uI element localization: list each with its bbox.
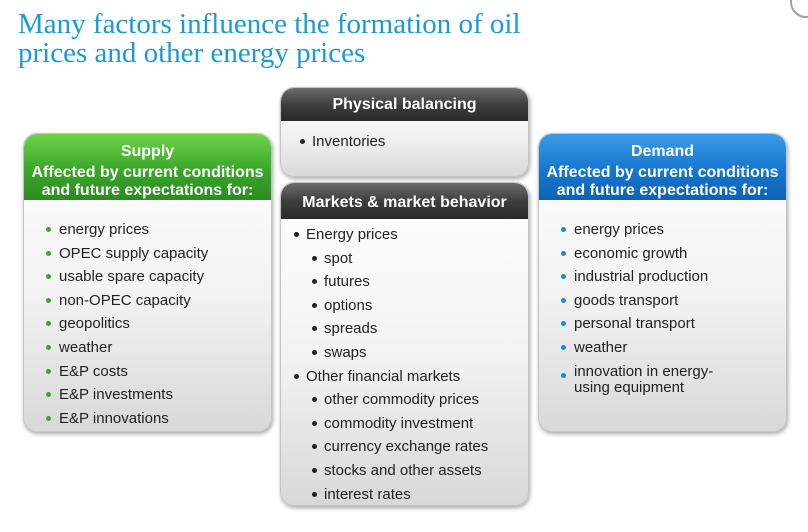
markets-group-other-financial: Other financial markets	[293, 365, 488, 389]
demand-item: energy prices	[560, 218, 713, 242]
supply-item: non-OPEC capacity	[45, 289, 208, 313]
supply-item: E&P innovations	[45, 407, 208, 431]
demand-item-innovation-line-2: using equipment	[574, 378, 685, 396]
supply-header: Supply Affected by current conditions an…	[24, 134, 271, 200]
supply-list: energy prices OPEC supply capacity usabl…	[45, 218, 208, 431]
supply-item: geopolitics	[45, 312, 208, 336]
title-line-1: Many factors influence the formation of …	[18, 8, 521, 40]
demand-list: energy prices economic growth industrial…	[560, 218, 714, 396]
page-title: Many factors influence the formation of …	[18, 10, 578, 68]
demand-box: Demand Affected by current conditions an…	[538, 133, 787, 432]
demand-heading: Demand	[630, 143, 695, 160]
demand-item: industrial production	[560, 265, 713, 289]
markets-subitem: spreads	[311, 317, 488, 341]
supply-subheading-line-1: Affected by current conditions	[31, 164, 264, 181]
supply-heading: Supply	[120, 143, 175, 160]
physical-balancing-heading: Physical balancing	[332, 96, 477, 113]
markets-subitem: currency exchange rates	[311, 435, 488, 459]
markets-subitem: other commodity prices	[311, 388, 488, 412]
demand-item: weather	[560, 336, 713, 360]
supply-item: energy prices	[45, 218, 208, 242]
physical-item: Inventories	[299, 130, 385, 154]
markets-subitem: options	[311, 294, 488, 318]
physical-balancing-header: Physical balancing	[281, 88, 528, 121]
demand-header: Demand Affected by current conditions an…	[539, 134, 786, 200]
supply-item: OPEC supply capacity	[45, 242, 208, 266]
markets-subitem: futures	[311, 270, 488, 294]
markets-list: Energy prices spot futures options sprea…	[293, 223, 488, 505]
markets-subitem: swaps	[311, 341, 488, 365]
demand-item: goods transport	[560, 289, 713, 313]
demand-subheading-line-1: Affected by current conditions	[546, 164, 779, 181]
markets-group-energy-prices: Energy prices	[293, 223, 488, 247]
markets-box: Markets & market behavior Energy prices …	[280, 182, 529, 506]
markets-subitem: commodity investment	[311, 412, 488, 436]
markets-subitem: interest rates	[311, 483, 488, 505]
physical-balancing-list: Inventories	[299, 130, 385, 154]
demand-item: economic growth	[560, 242, 713, 266]
markets-heading: Markets & market behavior	[302, 194, 507, 211]
supply-item: weather	[45, 336, 208, 360]
title-line-2: prices and other energy prices	[18, 37, 366, 69]
demand-item: personal transport	[560, 312, 713, 336]
markets-subitem: spot	[311, 247, 488, 271]
supply-item: usable spare capacity	[45, 265, 208, 289]
supply-item: E&P investments	[45, 383, 208, 407]
supply-box: Supply Affected by current conditions an…	[23, 133, 272, 432]
markets-header: Markets & market behavior	[281, 183, 528, 219]
demand-item-innovation: innovation in energy- using equipment	[560, 362, 714, 396]
supply-item: E&P costs	[45, 360, 208, 384]
markets-subitem: stocks and other assets	[311, 459, 488, 483]
physical-balancing-box: Physical balancing Inventories	[280, 87, 529, 177]
demand-item-innovation-line-1: innovation in energy-	[574, 362, 714, 380]
corner-mark	[790, 0, 808, 18]
supply-subheading-line-2: and future expectations for:	[41, 182, 254, 199]
demand-subheading-line-2: and future expectations for:	[556, 182, 769, 199]
